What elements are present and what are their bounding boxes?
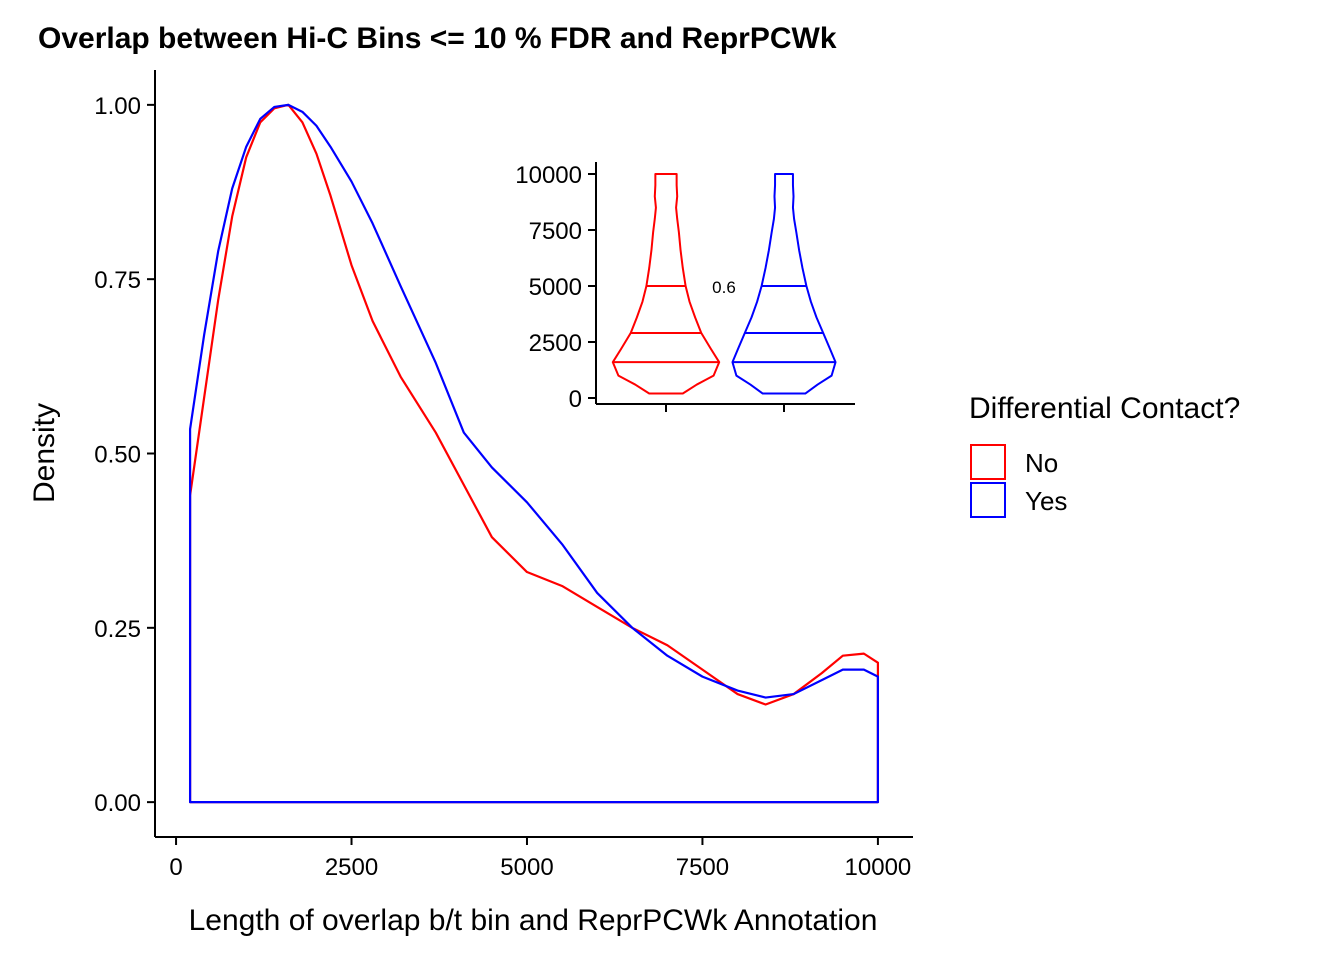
legend-label-yes: Yes [1025, 486, 1067, 516]
inset-y-tick-label: 7500 [529, 218, 582, 245]
density-series [188, 103, 880, 804]
inset-violins [611, 173, 837, 395]
y-tick-label: 0.75 [94, 267, 141, 294]
violin-yes [731, 173, 837, 395]
x-tick-label: 7500 [676, 854, 729, 881]
legend: Differential Contact? No Yes [969, 392, 1240, 518]
density-line-yes [188, 103, 880, 804]
main-axis-ticks: 0 2500 5000 7500 10000 0.00 0.25 0.50 0.75 1.00 [94, 93, 911, 881]
x-tick-label: 10000 [845, 854, 912, 881]
x-tick-label: 2500 [325, 854, 378, 881]
inset-y-tick-label: 5000 [529, 274, 582, 301]
legend-key-yes [970, 482, 1006, 518]
x-tick-label: 5000 [500, 854, 553, 881]
y-tick-label: 1.00 [94, 93, 141, 120]
violin-no [611, 173, 721, 395]
chart-title: Overlap between Hi-C Bins <= 10 % FDR an… [38, 22, 837, 55]
legend-key-no [970, 444, 1006, 480]
legend-title: Differential Contact? [969, 392, 1240, 425]
x-axis-title: Length of overlap b/t bin and ReprPCWk A… [189, 904, 878, 937]
density-line-no [188, 103, 880, 804]
y-tick-label: 0.50 [94, 442, 141, 469]
legend-label-no: No [1025, 448, 1058, 478]
main-plot-panel: 0 2500 5000 7500 10000 0.00 0.25 0.50 0.75 1.00 [94, 70, 913, 881]
inset-axis-ticks: 0 2500 5000 7500 10000 [515, 162, 785, 413]
inset-y-tick-label: 10000 [515, 162, 582, 189]
y-tick-label: 0.25 [94, 616, 141, 643]
inset-y-tick-label: 0 [569, 386, 582, 413]
inset-violin-plot: 0 2500 5000 7500 10000 0.6 [515, 162, 855, 413]
y-tick-label: 0.00 [94, 790, 141, 817]
y-axis-title: Density [28, 403, 61, 503]
inset-annotation: 0.6 [712, 278, 736, 297]
x-tick-label: 0 [169, 854, 182, 881]
inset-y-tick-label: 2500 [529, 330, 582, 357]
